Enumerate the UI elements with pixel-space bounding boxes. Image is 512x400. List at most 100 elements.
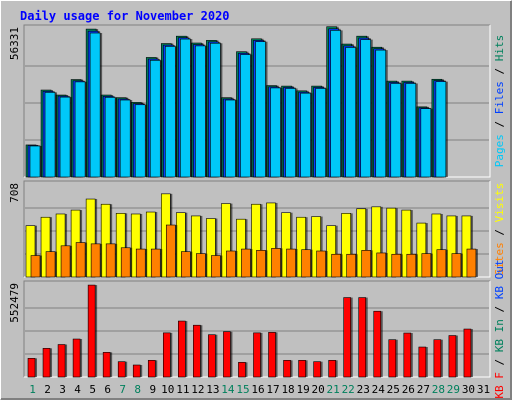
max-label: 708 [8,183,21,203]
bar-kb-f [162,332,171,378]
bar-visits [130,213,141,278]
bar-visits [40,216,51,278]
bar-pages [89,32,101,178]
bar-pages [119,99,131,178]
bar-sites [45,251,56,278]
bar-sites [60,245,71,278]
bar-pages [149,60,161,178]
bar-pages [29,145,41,178]
plot-border-dark [23,24,490,177]
day-label: 27 [417,383,430,396]
bar-kb-f [313,361,321,378]
bar-kb-f [373,310,382,378]
legend-part-4: / [493,299,506,319]
plot-border-dark [23,280,490,377]
legend-part-5: KB Out [493,259,506,299]
bar-sites [391,253,402,278]
bar-pages [180,38,191,178]
day-label: 26 [402,383,415,396]
bar-sites [271,248,281,278]
bar-pages [330,30,341,178]
bar-kb-f [283,360,291,378]
bar-pages [300,92,311,178]
bar-visits [461,215,472,278]
bar-visits [356,208,367,278]
legend-part-1: Sites [493,242,506,275]
legend-part-1: KB F [493,372,506,399]
day-label: 15 [236,383,249,396]
bar-visits [431,213,442,278]
bar-sites [150,248,161,278]
day-label: 2 [44,383,51,396]
bar-sites [316,250,326,278]
day-label: 20 [312,383,325,396]
bar-kb-f [178,320,186,378]
bar-pages [134,104,146,178]
legend-part-2: / [493,352,506,372]
bar-visits [100,203,111,278]
bar-kb-f [403,332,412,378]
series-kb-f [27,284,473,378]
bar-sites [436,249,447,278]
bar-visits [251,203,261,278]
legend-part-3: KB In [493,319,506,352]
day-label: 1 [29,383,36,396]
day-label: 19 [296,383,309,396]
bar-sites [241,248,251,278]
bar-sites [256,250,266,278]
bar-sites [361,250,372,278]
panel-2: 708 Sites / Visits [8,180,506,278]
bar-sites [346,253,356,278]
bar-pages [164,46,176,178]
bar-pages [285,88,296,178]
bar-pages [104,97,116,178]
bar-sites [135,248,146,278]
bar-pages [360,39,372,178]
bar-pages [225,99,236,178]
bar-pages [315,88,326,178]
legend-part-3: Visits [493,183,506,223]
day-label: 22 [342,383,355,396]
bar-sites [376,252,387,278]
bar-kb-f [193,324,201,378]
bar-visits [401,209,412,278]
bar-pages [390,83,402,178]
bar-visits [416,222,427,278]
series-visits [25,193,473,278]
day-label: 12 [191,383,204,396]
bar-pages [210,42,221,178]
legend-part-1: Pages [493,134,506,167]
bar-pages [375,49,387,178]
day-label: 25 [387,383,400,396]
bar-visits [266,202,276,278]
day-label: 9 [149,383,156,396]
bar-sites [406,253,417,278]
bar-visits [446,215,457,278]
day-label: 24 [372,383,386,396]
bar-sites [451,253,462,278]
bar-kb-f [343,297,351,378]
bar-kb-f [268,332,276,378]
bar-pages [44,92,56,178]
legend-part-5: Hits [493,35,506,62]
axis-legend: Pages / Files / Hits [493,35,506,168]
bar-visits [221,203,231,278]
bar-pages [59,96,71,178]
bar-visits [311,216,321,278]
bar-kb-f [27,358,36,378]
axis-legend: Sites / Visits [493,183,506,276]
bar-kb-f [358,297,367,378]
bar-pages [195,45,206,178]
bar-visits [145,211,156,278]
bar-visits [25,225,36,278]
day-label: 14 [221,383,235,396]
bar-sites [211,255,221,278]
day-label: 13 [206,383,219,396]
day-label: 8 [134,383,141,396]
bar-visits [55,213,66,278]
bar-visits [236,218,246,278]
bar-visits [371,206,382,278]
day-label: 17 [266,383,279,396]
bar-visits [85,198,96,278]
bar-kb-f [87,284,96,378]
